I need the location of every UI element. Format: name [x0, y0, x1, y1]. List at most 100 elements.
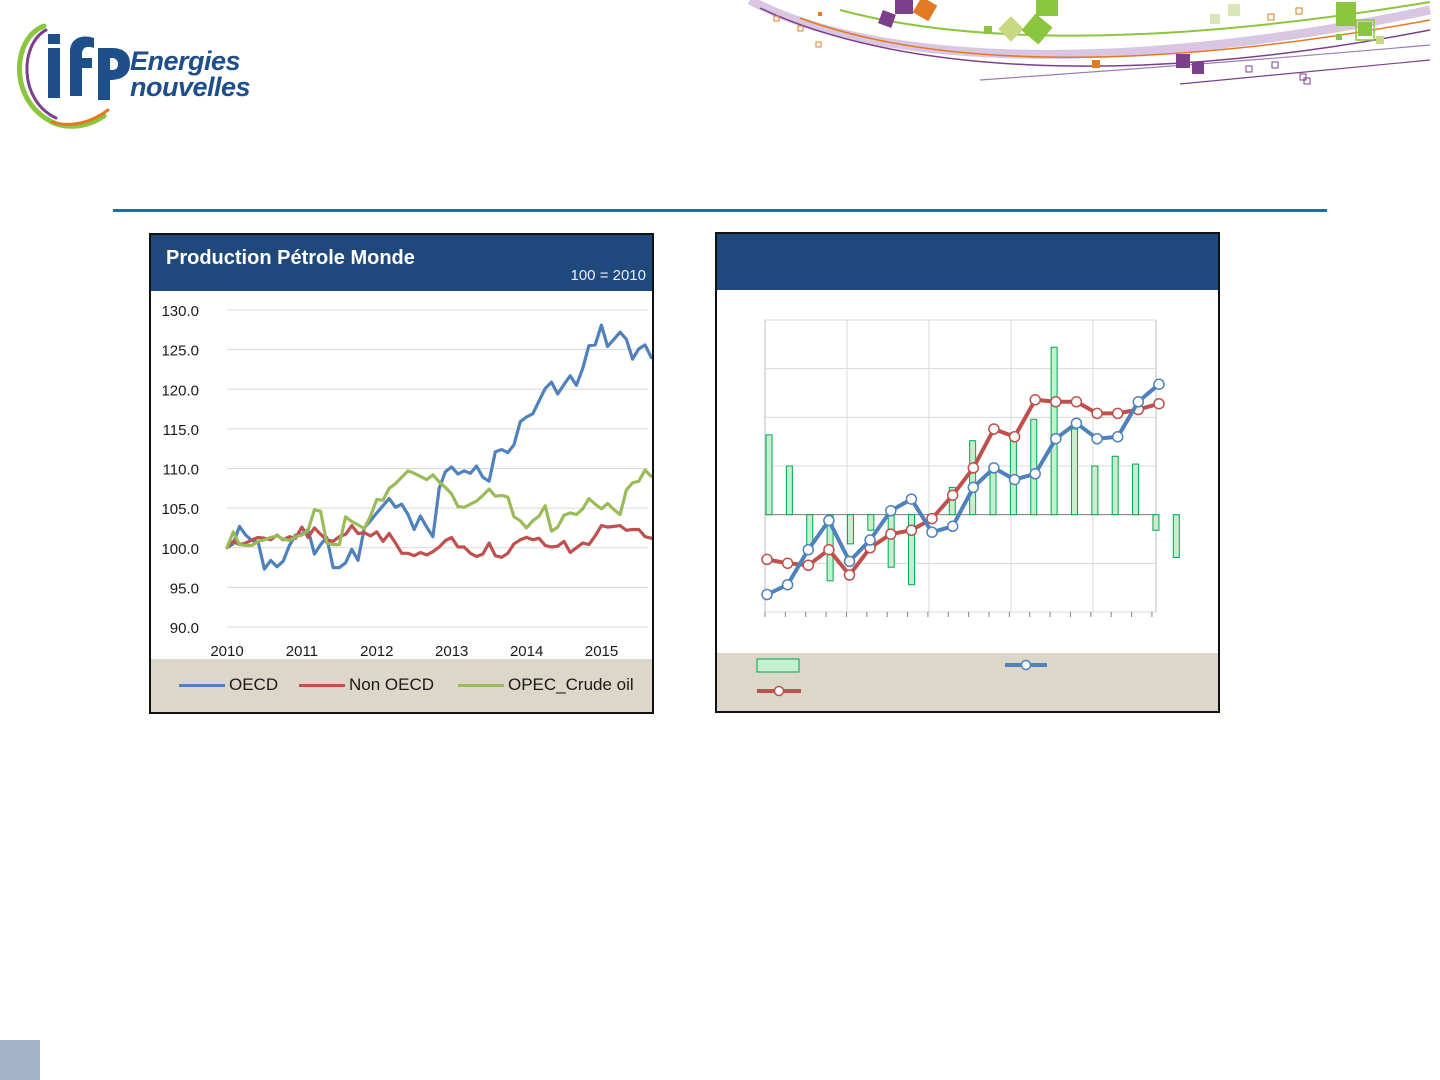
line-marker [1091, 407, 1103, 420]
line-marker [1029, 394, 1041, 406]
legend-swatch-non-oecd [299, 683, 345, 687]
bar [1030, 418, 1038, 516]
bar [1132, 463, 1140, 516]
chart-legend: OECD Non OECD OPEC_Crude oil [151, 659, 652, 712]
y-tick-label: 125.0 [161, 343, 199, 360]
bar [1111, 455, 1119, 516]
x-tick-label: 2014 [510, 643, 543, 659]
chart-title: Production Pétrole Monde [166, 247, 415, 269]
production-line-chart: 130.0 125.0 120.0 115.0 110.0 105.0 100.0 95.0 9… [161, 303, 652, 659]
bar [785, 465, 793, 516]
line-marker [1070, 396, 1083, 408]
line-marker [1008, 473, 1021, 486]
x-tick-label: 2012 [360, 643, 393, 659]
legend-marker-red [773, 685, 785, 697]
legend-item-opec: OPEC_Crude oil [458, 675, 634, 695]
chart-panel-production: Production Pétrole Monde 100 = 2010 130.… [149, 233, 654, 714]
bar [887, 514, 895, 568]
line-marker [1153, 397, 1165, 410]
line-marker [843, 569, 856, 581]
y-tick-label: 105.0 [161, 501, 199, 518]
title-rule [113, 209, 1327, 212]
line-marker [802, 559, 815, 572]
bar [1050, 346, 1058, 516]
x-tick-label: 2010 [210, 643, 243, 659]
bar [1172, 514, 1180, 558]
line-marker [1070, 417, 1083, 429]
legend-swatch-oecd [179, 683, 225, 687]
line-marker [781, 557, 794, 570]
chart-header-right [717, 234, 1218, 290]
bar [908, 514, 916, 586]
line-marker [1008, 431, 1021, 443]
line-marker [905, 524, 918, 536]
line-marker [761, 553, 773, 566]
bar [806, 514, 814, 547]
y-tick-label: 110.0 [163, 462, 199, 479]
ifp-logo-mark [17, 23, 130, 129]
line-marker [823, 543, 835, 556]
line-marker [1111, 407, 1124, 420]
legend-label-opec: OPEC_Crude oil [508, 675, 634, 694]
line-marker [946, 489, 959, 501]
bar [765, 434, 773, 516]
legend-label-non-oecd: Non OECD [349, 675, 435, 694]
x-tick-label: 2015 [585, 643, 618, 659]
combined-bar-line-chart [761, 319, 1180, 617]
x-tick-label: 2011 [286, 643, 318, 659]
line-marker [823, 514, 835, 527]
line-marker [885, 505, 897, 517]
bar [846, 514, 854, 545]
legend-item-non-oecd: Non OECD [299, 675, 434, 695]
series-line-oecd [225, 323, 652, 571]
line-marker [905, 493, 918, 505]
line-marker [926, 512, 938, 525]
chart-panel-combined [715, 232, 1220, 713]
page-number-box [0, 1040, 40, 1080]
bar [1152, 514, 1160, 531]
series-line-opec-crude-oil [225, 468, 652, 550]
line-marker [988, 462, 1000, 474]
line-marker [1050, 432, 1062, 445]
line-marker [781, 578, 794, 591]
line-marker [1050, 396, 1062, 408]
header-decoration [747, 0, 1431, 85]
legend-marker-blue [1020, 659, 1032, 671]
line-marker [946, 520, 959, 533]
line-marker [1029, 468, 1041, 480]
line-marker [885, 528, 897, 540]
y-tick-label: 120.0 [161, 382, 199, 399]
y-tick-label: 130.0 [161, 303, 199, 320]
line-marker [988, 423, 1000, 435]
logo-text-line2: nouvelles [130, 72, 251, 102]
line-marker [1091, 432, 1103, 445]
y-tick-label: 95.0 [170, 580, 199, 597]
legend-swatch-opec [458, 683, 504, 687]
ifp-logo: Energies nouvelles [12, 18, 272, 130]
legend-item-oecd: OECD [179, 675, 278, 695]
bar [1070, 428, 1078, 516]
line-marker [967, 481, 980, 494]
series-line-non-oecd [225, 524, 652, 559]
bar [969, 440, 977, 516]
legend-swatch-bar [756, 658, 800, 673]
line-marker [864, 534, 876, 546]
bar [1009, 432, 1017, 516]
bar [1091, 465, 1099, 516]
line-marker [1111, 431, 1124, 443]
y-tick-label: 100.0 [161, 541, 199, 558]
line-marker [1153, 378, 1165, 390]
line-marker [1132, 396, 1145, 408]
line-marker [967, 462, 980, 474]
line-marker [802, 543, 815, 556]
chart-base-note: 100 = 2010 [570, 267, 647, 284]
chart-legend-right [717, 653, 1218, 711]
logo-text-line1: Energies [130, 46, 241, 76]
line-marker [843, 555, 856, 568]
y-tick-label: 115.0 [163, 422, 199, 439]
legend-swatches-right [756, 658, 1047, 697]
legend-label-oecd: OECD [229, 675, 279, 694]
line-marker [761, 588, 773, 601]
x-tick-label: 2013 [435, 643, 468, 659]
y-tick-label: 90.0 [170, 620, 199, 637]
